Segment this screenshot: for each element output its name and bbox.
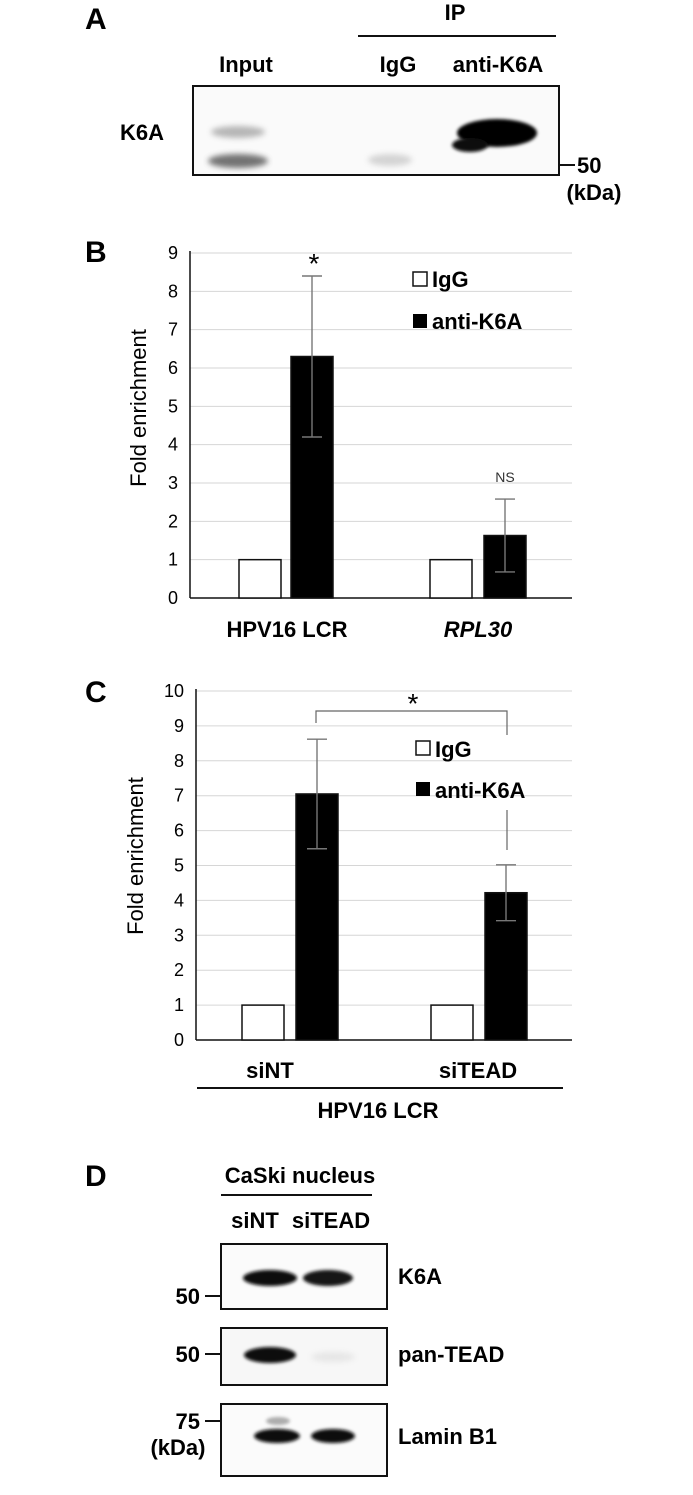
y-tick-label: 3 bbox=[174, 925, 184, 945]
panel-c: C Fold enrichment 0 1 2 3 4 5 6 7 8 9 10 IgG anti-… bbox=[85, 676, 572, 1123]
band-igg-faint bbox=[368, 154, 412, 166]
y-tick-label: 10 bbox=[164, 681, 184, 701]
y-tick-label: 7 bbox=[168, 320, 178, 340]
y-tick-label: 5 bbox=[174, 856, 184, 876]
y-tick-label: 0 bbox=[168, 588, 178, 608]
y-tick-label: 2 bbox=[168, 511, 178, 531]
chart-c-category-0: siNT bbox=[246, 1058, 294, 1083]
lane-label-anti-k6a: anti-K6A bbox=[453, 52, 544, 77]
legend-label-anti-k6a: anti-K6A bbox=[432, 309, 523, 334]
legend-label-igg: IgG bbox=[432, 267, 469, 292]
blot-k6a bbox=[220, 1243, 388, 1310]
band-k6a-sint bbox=[243, 1270, 297, 1286]
blot-label-lamin-b1: Lamin B1 bbox=[398, 1424, 497, 1449]
band-pan-tead-sint bbox=[244, 1347, 296, 1363]
y-tick-label: 0 bbox=[174, 1030, 184, 1050]
marker-pan-tead: 50 bbox=[176, 1342, 200, 1367]
blot-pan-tead bbox=[220, 1327, 388, 1386]
marker-unit: (kDa) bbox=[566, 180, 621, 205]
group-label-hpv16-lcr: HPV16 LCR bbox=[317, 1098, 438, 1123]
blot-lamin-b1 bbox=[220, 1403, 388, 1477]
y-tick-label: 8 bbox=[168, 281, 178, 301]
chart-b-category-1: RPL30 bbox=[444, 617, 513, 642]
chart-c-category-1: siTEAD bbox=[439, 1058, 517, 1083]
casKi-nucleus-title: CaSki nucleus bbox=[225, 1163, 375, 1188]
lane-label-sitead: siTEAD bbox=[292, 1208, 370, 1233]
y-tick-label: 1 bbox=[174, 995, 184, 1015]
y-tick-label: 6 bbox=[168, 358, 178, 378]
band-k6a-sitead bbox=[303, 1270, 353, 1286]
significance-star-c: * bbox=[408, 688, 419, 719]
marker-lamin-b1: 75 bbox=[176, 1409, 200, 1434]
panel-d: D CaSki nucleus siNT siTEAD 50 K6A 50 pa… bbox=[85, 1160, 504, 1477]
lane-label-input: Input bbox=[219, 52, 273, 77]
panel-c-letter: C bbox=[85, 676, 107, 709]
legend-label-anti-k6a: anti-K6A bbox=[435, 778, 526, 803]
row-label-k6a: K6A bbox=[120, 120, 164, 145]
lane-label-igg: IgG bbox=[380, 52, 417, 77]
marker-50: 50 bbox=[577, 153, 601, 178]
chart-b-category-0: HPV16 LCR bbox=[226, 617, 347, 642]
y-tick-label: 7 bbox=[174, 786, 184, 806]
chart-c: 0 1 2 3 4 5 6 7 8 9 10 bbox=[164, 681, 572, 1050]
y-tick-label: 3 bbox=[168, 473, 178, 493]
legend-swatch-igg bbox=[412, 271, 428, 287]
panel-a: A IP Input IgG anti-K6A K6A 50 (kDa) bbox=[85, 0, 622, 205]
y-tick-label: 2 bbox=[174, 960, 184, 980]
chart-c-ylabel: Fold enrichment bbox=[123, 777, 148, 935]
band-lamin-b1-sitead bbox=[311, 1429, 355, 1443]
bar-igg bbox=[430, 1004, 474, 1041]
chart-b: 0 1 2 3 4 5 6 7 8 9 bbox=[168, 243, 572, 608]
y-tick-label: 9 bbox=[174, 716, 184, 736]
marker-unit-d: (kDa) bbox=[150, 1435, 205, 1460]
panel-b: B Fold enrichment 0 1 2 3 4 5 6 7 8 9 IgG anti-K6… bbox=[85, 236, 572, 642]
y-tick-label: 4 bbox=[168, 435, 178, 455]
legend-swatch-anti-k6a bbox=[416, 782, 430, 796]
y-tick-label: 4 bbox=[174, 890, 184, 910]
panel-b-letter: B bbox=[85, 236, 107, 269]
lane-label-sint: siNT bbox=[231, 1208, 279, 1233]
y-tick-label: 5 bbox=[168, 396, 178, 416]
chart-c-legend: IgG anti-K6A bbox=[415, 737, 526, 803]
western-blot-a bbox=[192, 85, 560, 176]
significance-star-b: * bbox=[309, 248, 320, 279]
bar-igg bbox=[241, 1004, 285, 1041]
bar-igg bbox=[238, 558, 282, 599]
y-tick-label: 6 bbox=[174, 821, 184, 841]
ns-label-b: NS bbox=[495, 469, 514, 485]
significance-bracket-c bbox=[315, 710, 508, 850]
legend-swatch-anti-k6a bbox=[413, 314, 427, 328]
y-tick-label: 8 bbox=[174, 751, 184, 771]
band-input-upper bbox=[211, 126, 265, 138]
panel-a-letter: A bbox=[85, 3, 107, 36]
marker-k6a: 50 bbox=[176, 1284, 200, 1309]
bar-igg bbox=[429, 558, 473, 599]
blot-label-pan-tead: pan-TEAD bbox=[398, 1342, 504, 1367]
legend-swatch-igg bbox=[415, 740, 431, 756]
band-lamin-b1-sint bbox=[254, 1429, 300, 1443]
band-input-lower bbox=[208, 154, 268, 168]
y-tick-label: 9 bbox=[168, 243, 178, 263]
ip-label: IP bbox=[445, 0, 466, 25]
chart-b-legend: IgG anti-K6A bbox=[412, 267, 523, 334]
chart-b-ylabel: Fold enrichment bbox=[126, 329, 151, 487]
legend-label-igg: IgG bbox=[435, 737, 472, 762]
blot-label-k6a: K6A bbox=[398, 1264, 442, 1289]
y-tick-label: 1 bbox=[168, 550, 178, 570]
panel-d-letter: D bbox=[85, 1160, 107, 1193]
